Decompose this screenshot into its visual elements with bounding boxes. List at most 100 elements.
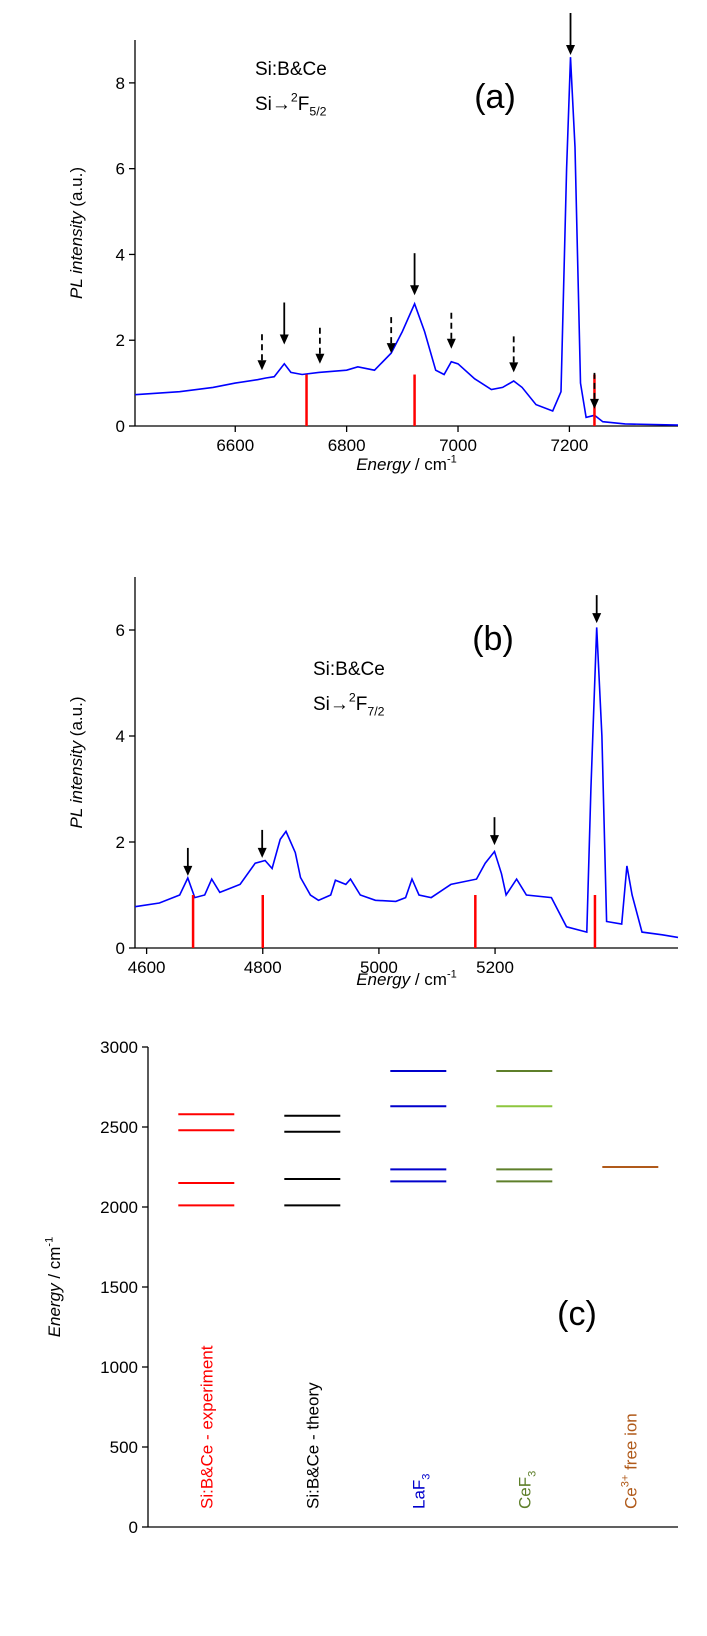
text-part: -1 bbox=[43, 1237, 55, 1247]
spectrum-line bbox=[134, 57, 679, 426]
text-part: 7/2 bbox=[367, 705, 384, 719]
panel: 0 500 1000 1500 2000 2500 3000 Energy / cm-1 (c)… bbox=[43, 1038, 678, 1537]
x-axis-label: Energy / cm-1 bbox=[356, 453, 457, 474]
arrow bbox=[509, 336, 519, 373]
y-tick-label: 2000 bbox=[100, 1198, 138, 1217]
arrow bbox=[566, 13, 576, 56]
x-tick-label: 7200 bbox=[550, 436, 588, 455]
text-part: (a.u.) bbox=[67, 167, 86, 211]
text-part: F bbox=[298, 94, 310, 115]
text-part: Si:B&Ce - theory bbox=[303, 1382, 322, 1509]
panel: 0 2 4 6 4600 4800 5000 5200 PL intensity (a.u.) E… bbox=[67, 577, 679, 989]
arrow-head bbox=[509, 362, 519, 373]
y-tick-label: 8 bbox=[116, 74, 125, 93]
y-axis-label: Energy / cm-1 bbox=[43, 1237, 64, 1338]
arrow-head bbox=[589, 398, 599, 409]
text-part: Ce bbox=[621, 1487, 640, 1509]
arrow bbox=[315, 327, 325, 364]
x-tick-label: 6600 bbox=[216, 436, 254, 455]
annotation: Si:B&Ce bbox=[313, 659, 385, 680]
y-tick-label: 0 bbox=[116, 939, 125, 958]
text-part: Si→ bbox=[255, 94, 291, 115]
text-part: Si:B&Ce bbox=[313, 659, 385, 680]
arrow bbox=[410, 253, 420, 296]
text-part: F bbox=[356, 694, 368, 715]
y-tick-label: 500 bbox=[110, 1438, 138, 1457]
arrow-head bbox=[410, 285, 420, 296]
text-part: 2 bbox=[349, 690, 356, 704]
text-part: LaF bbox=[409, 1480, 428, 1509]
panel-label: (b) bbox=[472, 620, 514, 658]
text-part: (a.u.) bbox=[67, 697, 86, 741]
arrow-head bbox=[566, 45, 576, 56]
arrow bbox=[279, 302, 289, 345]
text-part: 3 bbox=[526, 1471, 538, 1477]
arrow bbox=[489, 817, 499, 846]
spectrum-line bbox=[134, 627, 679, 939]
category-label: Si:B&Ce - experiment bbox=[197, 1345, 216, 1509]
arrow-head bbox=[592, 613, 602, 624]
text-part: / cm bbox=[410, 455, 447, 474]
y-tick-label: 2 bbox=[116, 331, 125, 350]
y-tick-label: 4 bbox=[116, 245, 125, 264]
text-part: 3 bbox=[420, 1474, 432, 1480]
y-tick-label: 3000 bbox=[100, 1038, 138, 1057]
text-part: / cm bbox=[410, 970, 447, 989]
arrow bbox=[592, 595, 602, 624]
panel-label: (a) bbox=[474, 78, 516, 116]
text-part: CeF bbox=[515, 1477, 534, 1509]
x-tick-label: 5000 bbox=[360, 958, 398, 977]
annotation: Si:B&Ce bbox=[255, 59, 327, 80]
y-axis-label: PL intensity (a.u.) bbox=[67, 167, 86, 299]
text-part: Si:B&Ce - experiment bbox=[197, 1345, 216, 1509]
panel-label: (c) bbox=[557, 1295, 597, 1333]
arrow bbox=[446, 312, 456, 349]
arrow bbox=[386, 317, 396, 354]
category-label: Ce3+ free ion bbox=[620, 1413, 641, 1509]
text-part: Energy bbox=[45, 1282, 64, 1337]
y-tick-label: 2500 bbox=[100, 1118, 138, 1137]
arrow-head bbox=[489, 835, 499, 846]
arrow bbox=[589, 372, 599, 409]
text-part: Si:B&Ce bbox=[255, 59, 327, 80]
arrow bbox=[257, 829, 267, 858]
text-part: 2 bbox=[291, 90, 298, 104]
arrow bbox=[183, 847, 193, 876]
y-tick-label: 1500 bbox=[100, 1278, 138, 1297]
arrow-head bbox=[257, 360, 267, 371]
arrow-head bbox=[257, 847, 267, 858]
text-part: 5/2 bbox=[309, 105, 326, 119]
text-part: 3+ bbox=[620, 1475, 632, 1488]
arrow-head bbox=[315, 353, 325, 364]
y-tick-label: 2 bbox=[116, 833, 125, 852]
category-label: Si:B&Ce - theory bbox=[303, 1382, 322, 1509]
text-part: / cm bbox=[45, 1247, 64, 1284]
text-part: -1 bbox=[447, 968, 457, 980]
y-tick-label: 6 bbox=[116, 160, 125, 179]
y-tick-label: 0 bbox=[129, 1518, 138, 1537]
x-tick-label: 4800 bbox=[244, 958, 282, 977]
category-label: LaF3 bbox=[409, 1474, 432, 1509]
text-part: PL intensity bbox=[67, 210, 86, 299]
y-tick-label: 1000 bbox=[100, 1358, 138, 1377]
x-axis-label: Energy / cm-1 bbox=[356, 968, 457, 989]
annotation: Si→2F7/2 bbox=[313, 690, 385, 718]
text-part: free ion bbox=[621, 1413, 640, 1474]
text-part: Energy bbox=[356, 455, 411, 474]
text-part: PL intensity bbox=[67, 739, 86, 828]
arrow-head bbox=[446, 338, 456, 349]
y-tick-label: 4 bbox=[116, 727, 125, 746]
annotation: Si→2F5/2 bbox=[255, 90, 327, 118]
x-tick-label: 7000 bbox=[439, 436, 477, 455]
text-part: Energy bbox=[356, 970, 411, 989]
category-label: CeF3 bbox=[515, 1471, 538, 1509]
y-tick-label: 6 bbox=[116, 621, 125, 640]
arrow-head bbox=[183, 865, 193, 876]
x-tick-label: 4600 bbox=[128, 958, 166, 977]
panel: 0 2 4 6 8 6600 6800 7000 7200 PL intensity (a.u.)… bbox=[67, 13, 679, 474]
arrow-head bbox=[279, 334, 289, 345]
arrow bbox=[257, 334, 267, 371]
text-part: -1 bbox=[447, 453, 457, 465]
x-tick-label: 6800 bbox=[328, 436, 366, 455]
